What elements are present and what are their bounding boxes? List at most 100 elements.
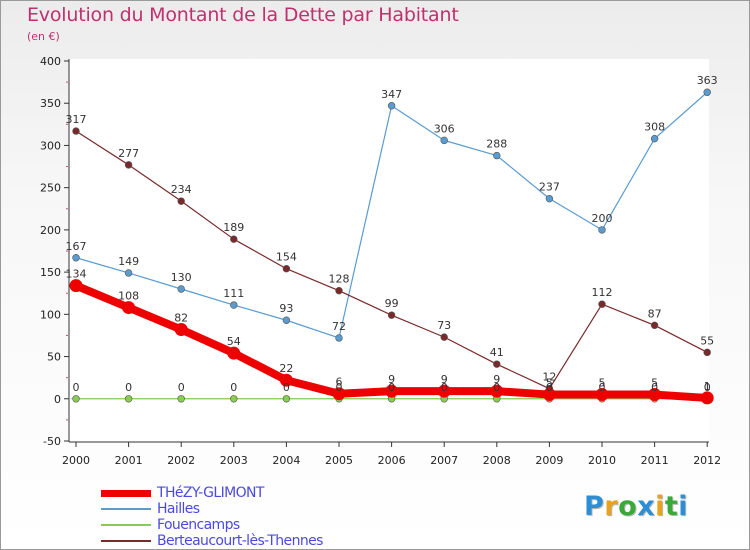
x-tick-label: 2002 xyxy=(167,454,195,467)
series-hailles-point xyxy=(72,254,80,262)
legend-label: THéZY-GLIMONT xyxy=(157,485,264,501)
series-fouencamps-data-label: 0 xyxy=(230,381,237,394)
y-tick-label: 0 xyxy=(54,393,61,406)
series-hailles-point xyxy=(493,151,501,160)
logo-letter: i xyxy=(655,491,665,522)
series-thezy-glimont-data-label: 6 xyxy=(336,376,343,389)
x-tick-label: 2000 xyxy=(62,454,90,467)
x-tick-label: 2012 xyxy=(693,454,721,467)
series-fouencamps-data-label: 0 xyxy=(125,381,132,394)
y-tick-label: 150 xyxy=(40,266,61,279)
legend-swatch xyxy=(101,489,151,497)
series-fouencamps-data-label: 0 xyxy=(493,381,500,394)
series-fouencamps-point xyxy=(72,395,80,403)
series-fouencamps-point xyxy=(124,395,133,403)
series-thezy-glimont-data-label: 9 xyxy=(441,373,448,386)
x-tick-label: 2006 xyxy=(378,454,406,467)
series-hailles-data-label: 363 xyxy=(697,74,718,87)
series-berteaucourt-les-thennes-data-label: 154 xyxy=(276,251,297,264)
series-berteaucourt-les-thennes-point xyxy=(124,161,133,169)
logo-letter: P xyxy=(584,491,605,522)
series-hailles-data-label: 149 xyxy=(118,255,139,268)
y-tick-label: 400 xyxy=(40,55,61,68)
series-fouencamps-point xyxy=(230,395,238,403)
series-berteaucourt-les-thennes-data-label: 128 xyxy=(329,273,350,286)
series-hailles-data-label: 130 xyxy=(171,271,192,284)
y-tick-label: 100 xyxy=(40,308,61,321)
series-berteaucourt-les-thennes-point xyxy=(72,127,80,135)
series-berteaucourt-les-thennes-point xyxy=(650,321,659,330)
logo-letter: r xyxy=(604,491,619,522)
series-berteaucourt-les-thennes-point xyxy=(387,311,396,319)
series-thezy-glimont-data-label: 5 xyxy=(651,377,658,390)
series-berteaucourt-les-thennes-data-label: 234 xyxy=(171,183,192,196)
series-thezy-glimont-data-label: 134 xyxy=(66,268,87,281)
series-fouencamps-data-label: 0 xyxy=(388,381,395,394)
y-tick-label: 300 xyxy=(40,139,61,152)
series-thezy-glimont-point xyxy=(648,388,662,402)
series-fouencamps-data-label: 0 xyxy=(651,381,658,394)
logo-letter: t xyxy=(664,491,679,522)
series-berteaucourt-les-thennes-point xyxy=(177,197,185,205)
series-fouencamps-data-label: 0 xyxy=(283,381,290,394)
series-hailles-data-label: 167 xyxy=(66,240,87,253)
logo-letter: i xyxy=(678,491,689,522)
plot-area xyxy=(69,59,709,442)
series-thezy-glimont-point xyxy=(279,373,293,387)
series-fouencamps-data-label: 0 xyxy=(546,381,553,394)
series-thezy-glimont-data-label: 9 xyxy=(388,373,395,386)
y-tick-label: 350 xyxy=(40,97,61,110)
series-berteaucourt-les-thennes-point xyxy=(703,348,711,357)
series-berteaucourt-les-thennes-data-label: 189 xyxy=(223,221,244,234)
series-thezy-glimont-point xyxy=(437,384,451,398)
series-hailles-point xyxy=(282,316,291,324)
series-berteaucourt-les-thennes-data-label: 317 xyxy=(66,113,87,126)
legend-label: Fouencamps xyxy=(157,517,240,533)
x-tick-label: 2003 xyxy=(220,454,248,467)
series-hailles-point xyxy=(650,134,659,143)
series-hailles-data-label: 111 xyxy=(223,287,244,300)
series-thezy-glimont-data-label: 22 xyxy=(279,362,293,375)
chart-title: Evolution du Montant de la Dette par Hab… xyxy=(27,4,459,26)
series-hailles-data-label: 237 xyxy=(539,181,560,194)
series-thezy-glimont-data-label: 108 xyxy=(118,290,139,303)
series-thezy-glimont-point xyxy=(595,388,609,402)
series-fouencamps-data-label: 0 xyxy=(336,381,343,394)
x-tick-label: 2001 xyxy=(115,454,143,467)
x-tick-label: 2007 xyxy=(430,454,458,467)
series-hailles-point xyxy=(545,194,554,203)
series-fouencamps-data-label: 0 xyxy=(178,381,185,394)
series-hailles-data-label: 72 xyxy=(332,320,346,333)
x-tick-label: 2011 xyxy=(641,454,669,467)
series-hailles-point xyxy=(230,301,238,309)
series-thezy-glimont-data-label: 54 xyxy=(227,335,241,348)
legend-label: Berteaucourt-lès-Thennes xyxy=(157,533,323,549)
series-berteaucourt-les-thennes-data-label: 41 xyxy=(490,346,504,359)
x-tick-label: 2005 xyxy=(325,454,353,467)
series-berteaucourt-les-thennes-data-label: 277 xyxy=(118,147,139,160)
series-berteaucourt-les-thennes-data-label: 112 xyxy=(592,286,613,299)
proxiti-logo: Proxiti xyxy=(584,491,688,522)
series-berteaucourt-les-thennes-point xyxy=(440,333,448,341)
x-tick-label: 2009 xyxy=(535,454,563,467)
series-berteaucourt-les-thennes-point xyxy=(282,265,291,273)
series-berteaucourt-les-thennes-point xyxy=(493,360,501,368)
series-thezy-glimont-point xyxy=(174,323,188,337)
x-tick-label: 2010 xyxy=(588,454,616,467)
y-tick-label: 50 xyxy=(47,351,61,364)
series-berteaucourt-les-thennes-point xyxy=(335,286,343,295)
series-hailles-point xyxy=(703,88,711,96)
series-hailles-point xyxy=(387,102,396,110)
series-thezy-glimont-point xyxy=(332,387,346,401)
y-tick-label: -50 xyxy=(43,435,61,448)
series-fouencamps-point xyxy=(177,395,185,403)
series-berteaucourt-les-thennes-point xyxy=(230,235,238,243)
logo-letter: o xyxy=(618,491,638,522)
series-hailles-point xyxy=(177,285,185,293)
x-tick-label: 2004 xyxy=(272,454,300,467)
series-thezy-glimont-point xyxy=(69,279,83,293)
series-berteaucourt-les-thennes-data-label: 99 xyxy=(385,297,399,310)
series-hailles-data-label: 93 xyxy=(279,302,293,315)
series-berteaucourt-les-thennes-data-label: 73 xyxy=(437,319,451,332)
series-thezy-glimont-data-label: 5 xyxy=(546,377,553,390)
